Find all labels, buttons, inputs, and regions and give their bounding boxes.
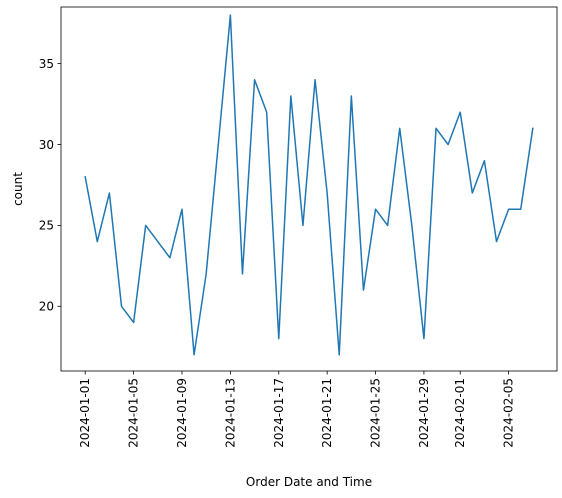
x-tick-label: 2024-01-25 <box>369 378 383 448</box>
x-tick-label: 2024-02-05 <box>502 378 516 448</box>
y-tick-label: 35 <box>39 57 54 71</box>
plot-frame <box>60 6 558 372</box>
series-line-0 <box>84 14 534 356</box>
x-tick-label: 2024-01-13 <box>223 378 237 448</box>
y-axis: 20 25 30 35 <box>39 57 61 314</box>
y-axis-label: count <box>11 172 25 206</box>
x-tick-label: 2024-01-01 <box>78 378 92 448</box>
x-tick-label: 2024-02-01 <box>453 378 467 448</box>
x-axis: 2024-01-01 2024-01-05 2024-01-09 2024-01-13… <box>78 371 516 448</box>
x-tick-label: 2024-01-09 <box>175 378 189 448</box>
y-tick-label: 30 <box>39 138 54 152</box>
x-axis-label: Order Date and Time <box>246 475 372 489</box>
x-tick-label: 2024-01-29 <box>417 378 431 448</box>
y-tick-label: 20 <box>39 300 54 314</box>
x-tick-label: 2024-01-05 <box>127 378 141 448</box>
plot-area <box>84 14 534 356</box>
y-tick-label: 25 <box>39 219 54 233</box>
x-tick-label: 2024-01-17 <box>272 378 286 448</box>
x-tick-label: 2024-01-21 <box>320 378 334 448</box>
